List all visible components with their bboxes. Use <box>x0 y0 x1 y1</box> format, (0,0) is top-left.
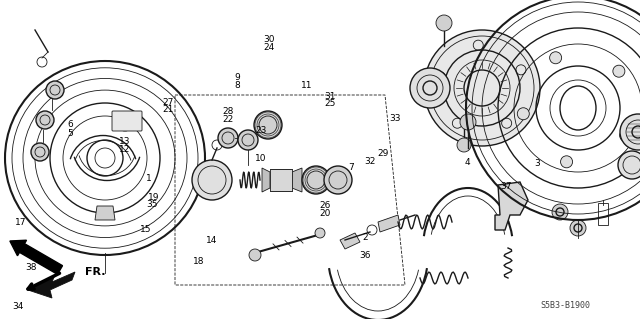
Circle shape <box>36 111 54 129</box>
Text: 5: 5 <box>68 130 73 138</box>
Text: 13: 13 <box>119 137 131 146</box>
FancyBboxPatch shape <box>112 111 142 131</box>
Text: 7: 7 <box>348 163 353 172</box>
Polygon shape <box>378 215 400 232</box>
Text: S5B3-B1900: S5B3-B1900 <box>540 300 590 309</box>
Circle shape <box>46 81 64 99</box>
Bar <box>270 169 292 191</box>
Text: 15: 15 <box>140 225 152 234</box>
Text: 11: 11 <box>301 81 313 90</box>
Circle shape <box>324 166 352 194</box>
Circle shape <box>436 15 452 31</box>
Text: 19: 19 <box>148 193 159 202</box>
Text: 1: 1 <box>146 174 151 183</box>
Circle shape <box>218 128 238 148</box>
Text: 6: 6 <box>68 120 73 129</box>
Text: 10: 10 <box>255 154 267 163</box>
Text: 14: 14 <box>205 236 217 245</box>
Text: 26: 26 <box>319 201 331 210</box>
Text: 16: 16 <box>15 241 27 249</box>
Text: 27: 27 <box>162 98 173 107</box>
Text: 38: 38 <box>25 263 36 272</box>
Text: 33: 33 <box>390 114 401 122</box>
Text: 20: 20 <box>319 209 331 218</box>
Circle shape <box>315 228 325 238</box>
Circle shape <box>620 130 632 142</box>
Circle shape <box>302 166 330 194</box>
Text: 3: 3 <box>535 159 540 168</box>
Text: 37: 37 <box>500 182 511 191</box>
FancyArrow shape <box>10 240 63 274</box>
Text: 9: 9 <box>234 73 239 82</box>
Polygon shape <box>495 182 528 230</box>
Circle shape <box>552 204 568 220</box>
Circle shape <box>517 108 529 120</box>
Text: 35: 35 <box>147 200 158 209</box>
Text: 32: 32 <box>364 157 376 166</box>
Polygon shape <box>262 168 270 192</box>
Circle shape <box>460 114 476 130</box>
Text: 36: 36 <box>359 251 371 260</box>
Text: 4: 4 <box>465 158 470 167</box>
Polygon shape <box>28 272 75 298</box>
Text: 17: 17 <box>15 218 27 227</box>
Text: 21: 21 <box>162 105 173 114</box>
Circle shape <box>238 130 258 150</box>
Text: 18: 18 <box>193 257 204 266</box>
Polygon shape <box>292 168 302 192</box>
Polygon shape <box>340 233 360 249</box>
Circle shape <box>424 30 540 146</box>
Text: 30: 30 <box>263 35 275 44</box>
Text: 24: 24 <box>263 43 275 52</box>
Text: FR.: FR. <box>85 267 106 277</box>
Text: 23: 23 <box>255 126 267 135</box>
Polygon shape <box>95 206 115 220</box>
Circle shape <box>249 249 261 261</box>
Text: 25: 25 <box>324 100 336 108</box>
Circle shape <box>618 151 640 179</box>
Text: 34: 34 <box>12 302 24 311</box>
Bar <box>598 203 608 225</box>
Circle shape <box>31 143 49 161</box>
Text: 8: 8 <box>234 81 239 90</box>
Text: 29: 29 <box>377 149 388 158</box>
Circle shape <box>613 65 625 77</box>
Circle shape <box>254 111 282 139</box>
Circle shape <box>620 114 640 150</box>
Circle shape <box>457 138 471 152</box>
Text: 31: 31 <box>324 92 336 101</box>
Circle shape <box>570 220 586 236</box>
Text: 2: 2 <box>362 234 367 242</box>
Text: 12: 12 <box>119 145 131 154</box>
Circle shape <box>192 160 232 200</box>
Circle shape <box>410 68 450 108</box>
Text: 22: 22 <box>222 115 234 124</box>
Circle shape <box>550 52 562 64</box>
Circle shape <box>561 156 573 168</box>
Text: 28: 28 <box>222 107 234 116</box>
